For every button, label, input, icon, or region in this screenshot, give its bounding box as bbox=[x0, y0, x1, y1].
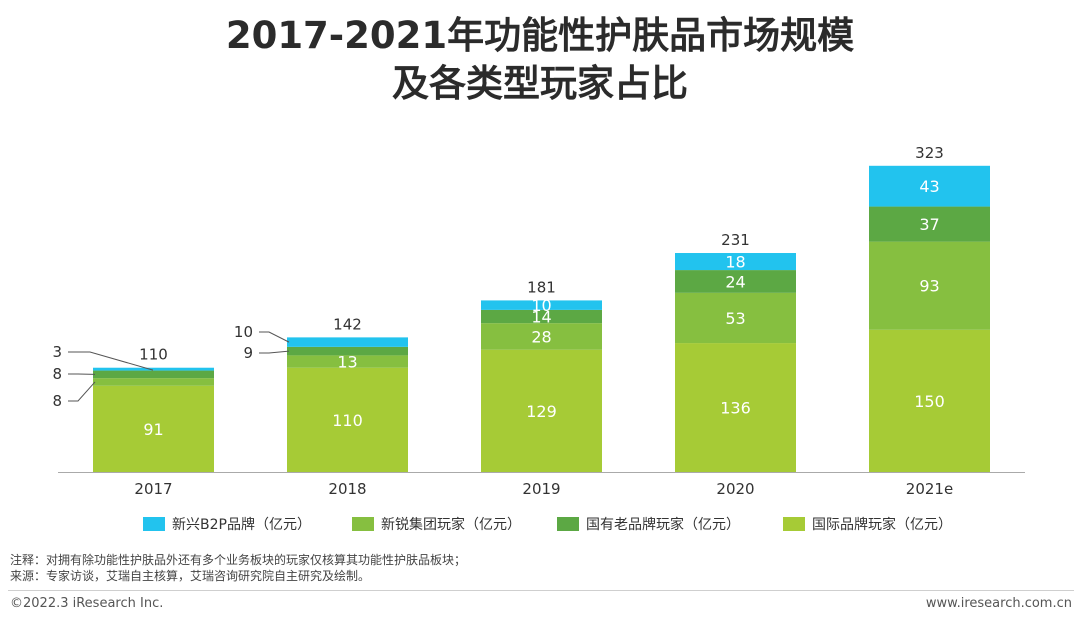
data-label: 10 bbox=[531, 296, 551, 315]
bar-segment bbox=[481, 349, 602, 472]
x-tick-label: 2019 bbox=[522, 480, 560, 498]
legend-item: 新兴B2P品牌（亿元） bbox=[143, 514, 311, 534]
data-label: 110 bbox=[332, 411, 363, 430]
bar-segment bbox=[93, 385, 214, 472]
footer-copyright: ©2022.3 iResearch Inc. bbox=[10, 596, 164, 611]
bar-segment bbox=[869, 206, 990, 242]
x-tick-label: 2021e bbox=[906, 480, 953, 498]
legend-item: 新锐集团玩家（亿元） bbox=[352, 514, 521, 534]
footnote-source: 来源：专家访谈，艾瑞自主核算，艾瑞咨询研究院自主研究及绘制。 bbox=[10, 569, 371, 583]
bar-segment bbox=[869, 165, 990, 207]
bar-segment bbox=[287, 355, 408, 368]
callout-line bbox=[259, 350, 290, 354]
footer-website: www.iresearch.com.cn bbox=[925, 596, 1072, 611]
data-label: 43 bbox=[919, 177, 939, 196]
bar-segment bbox=[675, 270, 796, 293]
legend-swatch bbox=[783, 517, 805, 531]
bar-segment bbox=[869, 241, 990, 330]
data-label: 18 bbox=[725, 253, 745, 272]
total-label: 110 bbox=[139, 346, 168, 364]
x-tick-label: 2018 bbox=[328, 480, 366, 498]
legend-label: 新兴B2P品牌（亿元） bbox=[172, 517, 311, 533]
callout-label: 10 bbox=[234, 323, 253, 341]
legend-swatch bbox=[557, 517, 579, 531]
total-label: 142 bbox=[333, 315, 362, 333]
callout-line bbox=[68, 381, 96, 402]
bar-segment bbox=[287, 337, 408, 347]
legend-item: 国际品牌玩家（亿元） bbox=[783, 514, 952, 534]
callout-label: 3 bbox=[52, 343, 62, 361]
chart-title-line2: 及各类型玩家占比 bbox=[392, 62, 688, 105]
callout-label: 9 bbox=[243, 344, 253, 362]
data-label: 129 bbox=[526, 402, 557, 421]
footer-divider bbox=[8, 590, 1074, 591]
legend-item: 国有老品牌玩家（亿元） bbox=[557, 514, 740, 534]
data-label: 13 bbox=[337, 353, 357, 372]
legend-swatch bbox=[352, 517, 374, 531]
bar-segment bbox=[675, 343, 796, 472]
callout-line bbox=[259, 331, 290, 343]
bar-segment bbox=[481, 300, 602, 310]
legend-label: 新锐集团玩家（亿元） bbox=[381, 517, 521, 533]
callout-label: 8 bbox=[52, 392, 62, 410]
total-label: 323 bbox=[915, 144, 944, 162]
data-label: 24 bbox=[725, 272, 745, 291]
legend-label: 国际品牌玩家（亿元） bbox=[812, 517, 952, 533]
data-label: 14 bbox=[531, 308, 551, 327]
bar-segment bbox=[93, 370, 214, 379]
chart-title-line1: 2017-2021年功能性护肤品市场规模 bbox=[225, 14, 855, 57]
bar-segment bbox=[93, 367, 214, 371]
callout-line bbox=[68, 351, 154, 371]
x-tick-label: 2017 bbox=[134, 480, 172, 498]
bar-segment bbox=[93, 378, 214, 386]
data-label: 37 bbox=[919, 215, 939, 234]
legend: 新兴B2P品牌（亿元） 新锐集团玩家（亿元） 国有老品牌玩家（亿元） 国际品牌玩家（亿… bbox=[0, 514, 1080, 538]
footnote-note: 注释：对拥有除功能性护肤品外还有多个业务板块的玩家仅核算其功能性护肤品板块； bbox=[10, 553, 467, 567]
bar-segment bbox=[287, 367, 408, 472]
bar-segment bbox=[675, 292, 796, 344]
callout-label: 8 bbox=[52, 365, 62, 383]
stacked-bar-chart: 9111020178831101314220189101292814101812… bbox=[52, 144, 1025, 498]
data-label: 150 bbox=[914, 392, 945, 411]
total-label: 181 bbox=[527, 278, 556, 296]
bar-segment bbox=[481, 323, 602, 350]
total-label: 231 bbox=[721, 231, 750, 249]
data-label: 93 bbox=[919, 277, 939, 296]
legend-label: 国有老品牌玩家（亿元） bbox=[586, 517, 740, 533]
data-label: 136 bbox=[720, 399, 751, 418]
data-label: 91 bbox=[143, 420, 163, 439]
legend-swatch bbox=[143, 517, 165, 531]
bar-segment bbox=[287, 346, 408, 356]
data-label: 53 bbox=[725, 309, 745, 328]
x-tick-label: 2020 bbox=[716, 480, 754, 498]
bar-segment bbox=[675, 253, 796, 271]
bar-segment bbox=[481, 309, 602, 324]
bar-segment bbox=[869, 329, 990, 472]
data-label: 28 bbox=[531, 327, 551, 346]
